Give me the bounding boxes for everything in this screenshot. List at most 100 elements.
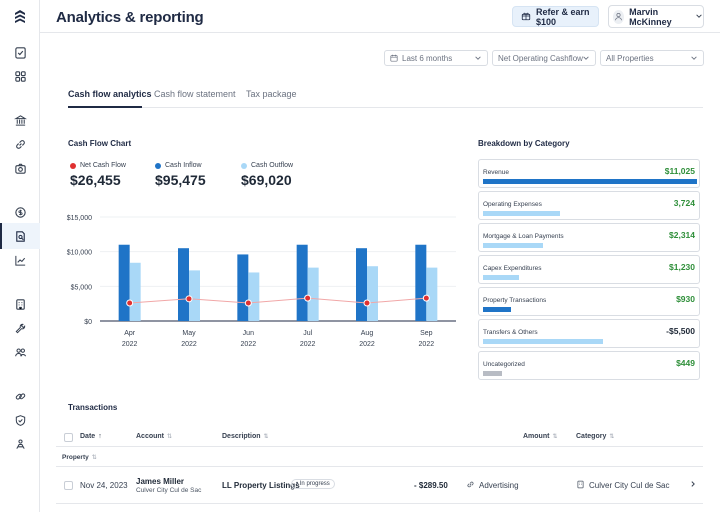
row-checkbox[interactable]	[64, 481, 73, 490]
camera-icon[interactable]	[12, 160, 28, 176]
bank-icon[interactable]	[12, 112, 28, 128]
row-description: LL Property Listings	[222, 481, 300, 490]
person-help-icon[interactable]	[12, 436, 28, 452]
category-card[interactable]: Uncategorized $449	[478, 351, 700, 380]
x-tick-year: 2022	[300, 341, 316, 348]
column-description[interactable]: Description ⇅	[222, 433, 269, 440]
wrench-icon[interactable]	[12, 320, 28, 336]
category-bar	[483, 275, 519, 280]
chevron-down-icon	[582, 54, 590, 64]
bar-cash-outflow	[426, 267, 438, 321]
bar-cash-inflow	[178, 248, 189, 321]
tab-cash-flow-statement[interactable]: Cash flow statement	[154, 89, 236, 99]
column-date[interactable]: Date ↑	[80, 433, 102, 440]
avatar	[613, 9, 625, 24]
category-card[interactable]: Revenue $11,025	[478, 159, 700, 188]
column-category-label: Category	[576, 433, 607, 440]
category-amount: $2,314	[669, 230, 695, 240]
x-tick-year: 2022	[181, 341, 197, 348]
net-cash-flow-point	[304, 294, 312, 302]
breakdown-title: Breakdown by Category	[478, 139, 570, 148]
category-bar	[483, 211, 560, 216]
x-tick-year: 2022	[359, 341, 375, 348]
refer-earn-button[interactable]: Refer & earn $100	[512, 6, 599, 27]
group-property[interactable]: Property ⇅	[62, 454, 97, 461]
x-tick-month: Jun	[243, 330, 254, 337]
category-card[interactable]: Mortgage & Loan Payments $2,314	[478, 223, 700, 252]
app-logo-icon[interactable]	[12, 9, 28, 25]
user-name: Marvin McKinney	[629, 6, 672, 27]
kpi-cash-outflow: Cash Outflow $69,020	[241, 162, 293, 188]
sort-asc-icon: ↑	[98, 433, 102, 440]
category-label: Capex Expenditures	[483, 265, 542, 272]
people-icon[interactable]	[12, 344, 28, 360]
select-all-checkbox[interactable]	[64, 433, 73, 442]
calendar-icon	[390, 54, 398, 62]
properties-select[interactable]: All Properties	[600, 50, 704, 66]
divider	[56, 446, 703, 447]
building-icon[interactable]	[12, 296, 28, 312]
bar-cash-outflow	[367, 266, 378, 321]
x-tick-month: Jul	[303, 330, 312, 337]
category-amount: -$5,500	[666, 326, 695, 336]
category-amount: $11,025	[664, 166, 695, 176]
trend-chart-icon[interactable]	[12, 252, 28, 268]
category-bar	[483, 371, 502, 376]
category-label: Uncategorized	[483, 361, 525, 368]
x-tick-month: Apr	[124, 330, 136, 337]
column-amount[interactable]: Amount ⇅	[523, 433, 557, 440]
row-category: Culver City Cul de Sac	[576, 480, 669, 491]
tab-tax-package[interactable]: Tax package	[246, 89, 297, 99]
sort-icon: ⇅	[263, 434, 269, 440]
row-tag-label: Advertising	[479, 481, 519, 490]
tab-cash-flow-analytics[interactable]: Cash flow analytics	[68, 89, 152, 99]
metric-value: Net Operating Cashflow	[498, 53, 583, 63]
category-amount: $449	[676, 358, 695, 368]
bar-cash-inflow	[296, 244, 308, 321]
report-search-icon[interactable]	[12, 228, 28, 244]
legend-dot-inflow	[155, 162, 161, 169]
category-card[interactable]: Property Transactions $930	[478, 287, 700, 316]
bar-cash-outflow	[248, 272, 260, 321]
category-card[interactable]: Capex Expenditures $1,230	[478, 255, 700, 284]
sort-icon: ⇅	[167, 434, 173, 440]
bar-cash-outflow	[307, 267, 319, 321]
category-card[interactable]: Operating Expenses 3,724	[478, 191, 700, 220]
link-chain-icon[interactable]	[12, 388, 28, 404]
kpi-label: Cash Inflow	[165, 162, 202, 169]
category-bar	[483, 243, 543, 248]
dashboard-grid-icon[interactable]	[12, 68, 28, 84]
category-card[interactable]: Transfers & Others -$5,500	[478, 319, 700, 348]
sort-icon: ⇅	[552, 434, 558, 440]
kpi-value: $69,020	[241, 172, 292, 188]
bar-cash-inflow	[118, 244, 130, 321]
tasks-icon[interactable]	[12, 44, 28, 60]
bar-cash-outflow	[129, 262, 141, 321]
column-date-label: Date	[80, 433, 96, 440]
row-tag[interactable]: Advertising	[466, 480, 519, 491]
chevron-down-icon	[695, 12, 703, 22]
row-account-sub: Culver City Cul de Sac	[136, 487, 202, 494]
shield-check-icon[interactable]	[12, 412, 28, 428]
divider	[56, 466, 703, 467]
category-label: Property Transactions	[483, 297, 547, 304]
dollar-circle-icon[interactable]	[12, 204, 28, 220]
date-range-select[interactable]: Last 6 months	[384, 50, 488, 66]
net-cash-flow-point	[126, 299, 134, 307]
column-category[interactable]: Category ⇅	[576, 433, 614, 440]
kpi-value: $26,455	[70, 172, 121, 188]
metric-select[interactable]: Net Operating Cashflow	[492, 50, 596, 66]
x-tick-year: 2022	[122, 341, 138, 348]
report-tabs: Cash flow analytics Cash flow statement …	[68, 88, 703, 108]
x-tick-year: 2022	[419, 341, 435, 348]
link-icon[interactable]	[12, 136, 28, 152]
user-menu-button[interactable]: Marvin McKinney	[608, 5, 704, 28]
category-amount: $930	[676, 294, 695, 304]
column-account[interactable]: Account ⇅	[136, 433, 172, 440]
sidebar	[0, 0, 40, 512]
top-header: Analytics & reporting Refer & earn $100 …	[40, 0, 720, 33]
row-amount: - $289.50	[414, 481, 448, 490]
row-category-label: Culver City Cul de Sac	[589, 481, 670, 490]
chevron-right-icon[interactable]	[689, 480, 697, 490]
kpi-value: $95,475	[155, 172, 206, 188]
